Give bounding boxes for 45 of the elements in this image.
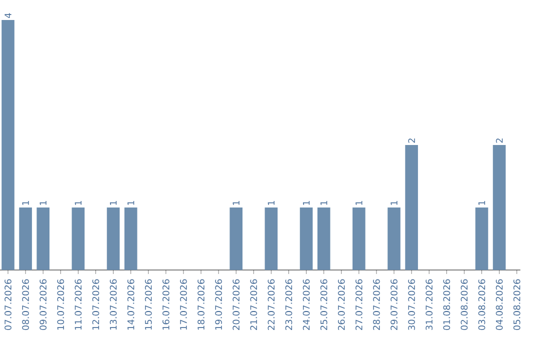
data-label: 1 xyxy=(302,200,310,205)
x-tick-label: 31.07.2026 xyxy=(426,279,433,330)
data-label: 1 xyxy=(40,200,46,205)
x-tick-label: 21.07.2026 xyxy=(250,279,258,330)
x-tick-label: 04.08.2026 xyxy=(496,279,503,330)
x-tick-label: 29.07.2026 xyxy=(390,279,398,330)
data-label: 2 xyxy=(496,138,503,143)
x-tick-label: 14.07.2026 xyxy=(127,279,134,330)
data-label: 1 xyxy=(232,200,240,205)
x-tick-label: 18.07.2026 xyxy=(198,279,204,330)
x-tick-label: 12.07.2026 xyxy=(92,279,100,330)
x-tick-label: 27.07.2026 xyxy=(355,279,362,330)
x-tick-label: 13.07.2026 xyxy=(110,279,117,330)
data-label: 1 xyxy=(128,200,134,205)
x-tick-label: 23.07.2026 xyxy=(285,279,292,330)
data-label: 1 xyxy=(478,200,486,205)
x-tick-label: 25.07.2026 xyxy=(320,279,328,330)
x-tick-label: 20.07.2026 xyxy=(232,279,240,330)
x-tick-label: 11.07.2026 xyxy=(74,279,82,330)
x-tick-label: 08.07.2026 xyxy=(22,279,29,330)
x-tick-label: 10.07.2026 xyxy=(57,279,64,330)
data-label: 1 xyxy=(22,200,29,205)
data-label: 1 xyxy=(268,200,274,205)
x-tick-label: 17.07.2026 xyxy=(180,279,187,330)
x-tick-label: 22.07.2026 xyxy=(268,279,275,330)
data-label: 4 xyxy=(4,13,12,18)
x-tick-label: 15.07.2026 xyxy=(144,279,152,330)
x-tick-label: 09.07.2026 xyxy=(40,279,47,330)
x-tick-label: 01.08.2026 xyxy=(443,279,450,330)
x-tick-label: 16.07.2026 xyxy=(162,279,170,330)
x-tick-label: 26.07.2026 xyxy=(338,279,345,330)
x-tick-label: 05.08.2026 xyxy=(513,279,520,330)
data-label: 1 xyxy=(320,200,328,205)
x-tick-label: 28.07.2026 xyxy=(373,279,380,330)
x-tick-label: 24.07.2026 xyxy=(302,279,310,330)
data-label: 2 xyxy=(408,138,415,143)
data-label: 1 xyxy=(74,200,82,205)
x-tick-label: 02.08.2026 xyxy=(460,279,468,330)
x-tick-label: 03.08.2026 xyxy=(478,279,486,330)
data-label: 1 xyxy=(390,200,398,205)
data-label: 1 xyxy=(356,200,362,205)
x-tick-label: 30.07.2026 xyxy=(408,279,415,330)
x-tick-label: 19.07.2026 xyxy=(215,279,222,330)
data-label: 1 xyxy=(110,200,117,205)
x-tick-label: 07.07.2026 xyxy=(4,279,12,330)
